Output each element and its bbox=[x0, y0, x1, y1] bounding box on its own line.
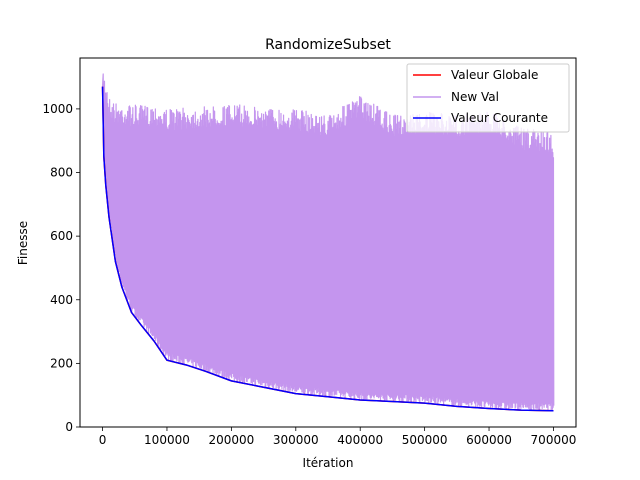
axes-frame bbox=[79, 57, 577, 428]
plot-area bbox=[101, 73, 555, 412]
y-tick-label: 400 bbox=[50, 293, 73, 307]
series-new-val bbox=[101, 73, 555, 412]
legend-label-valeur-globale: Valeur Globale bbox=[451, 68, 538, 82]
y-axis: 0 200 400 600 800 1000 bbox=[42, 102, 80, 434]
x-tick-label: 400000 bbox=[337, 433, 383, 447]
legend-box bbox=[406, 63, 570, 133]
x-tick-label: 500000 bbox=[402, 433, 448, 447]
legend-label-valeur-courante: Valeur Courante bbox=[451, 111, 548, 125]
y-tick-label: 0 bbox=[65, 420, 73, 434]
chart-title: RandomizeSubset bbox=[265, 37, 391, 53]
y-tick-label: 1000 bbox=[42, 102, 73, 116]
x-tick-label: 0 bbox=[99, 433, 107, 447]
y-axis-label: Finesse bbox=[16, 221, 30, 265]
x-axis: 0 100000 200000 300000 400000 500000 600000 700… bbox=[99, 427, 577, 447]
series-valeur-courante bbox=[101, 86, 554, 412]
x-tick-label: 700000 bbox=[531, 433, 577, 447]
y-tick-label: 800 bbox=[50, 166, 73, 180]
y-tick-label: 600 bbox=[50, 229, 73, 243]
x-tick-label: 300000 bbox=[273, 433, 319, 447]
x-tick-label: 600000 bbox=[466, 433, 512, 447]
legend: Valeur Globale New Val Valeur Courante bbox=[406, 63, 570, 133]
x-tick-label: 100000 bbox=[144, 433, 190, 447]
x-axis-label: Itération bbox=[303, 456, 354, 470]
x-tick-label: 200000 bbox=[208, 433, 254, 447]
y-tick-label: 200 bbox=[50, 356, 73, 370]
legend-label-new-val: New Val bbox=[451, 90, 499, 104]
